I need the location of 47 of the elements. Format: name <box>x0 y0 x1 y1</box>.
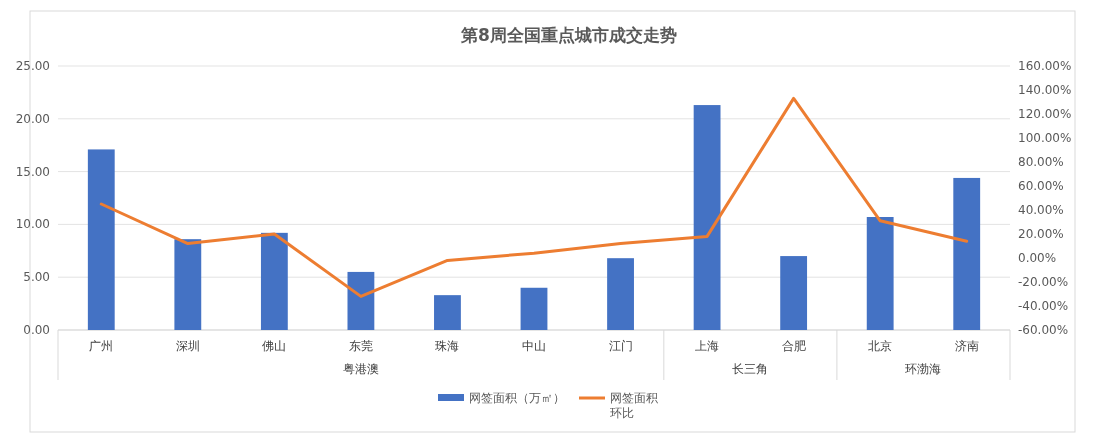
y2-tick-label: 60.00% <box>1018 179 1064 193</box>
y-tick-label: 25.00 <box>15 59 50 73</box>
text: 粤港澳 <box>342 362 379 376</box>
x-tick-label: 合肥 <box>781 339 806 353</box>
bar <box>693 105 721 330</box>
x-tick-label: 佛山 <box>262 339 287 353</box>
bar <box>260 232 288 330</box>
bar <box>87 149 115 330</box>
x-tick-label: 济南 <box>954 339 979 353</box>
x-tick-label: 珠海 <box>435 339 460 353</box>
x-tick-label: 广州 <box>89 339 114 353</box>
x-tick-label: 北京 <box>868 339 893 353</box>
bar <box>347 271 375 330</box>
x-tick-label: 东莞 <box>348 339 373 353</box>
y-tick-label: 0.00 <box>23 323 50 337</box>
text: 长三角 <box>732 362 769 376</box>
legend-label: 网签面积（万㎡） <box>469 391 565 405</box>
y-tick-label: 20.00 <box>15 111 50 126</box>
text: 环渤海 <box>905 362 942 376</box>
bar <box>174 239 202 330</box>
y2-tick-label: -20.00% <box>1018 275 1069 289</box>
x-tick-label: 深圳 <box>175 339 200 353</box>
x-tick-label: 上海 <box>695 339 720 353</box>
y-tick-label: 15.00 <box>15 164 50 179</box>
y2-tick-label: 0.00% <box>1018 251 1057 265</box>
x-tick-label: 江门 <box>608 339 633 353</box>
x-tick-label: 中山 <box>522 339 546 353</box>
y2-tick-label: 20.00% <box>1018 227 1064 241</box>
y-tick-label: 5.00 <box>23 270 50 285</box>
bar <box>607 258 634 330</box>
legend-label: 网签面积环比 <box>610 391 658 420</box>
y2-tick-label: -60.00% <box>1018 323 1069 337</box>
bar <box>866 217 894 330</box>
y2-tick-label: 80.00% <box>1018 155 1064 169</box>
y-tick-label: 10.00 <box>15 217 50 232</box>
y2-tick-label: 100.00% <box>1018 131 1072 145</box>
y2-tick-label: 40.00% <box>1018 203 1064 217</box>
bar <box>953 177 981 330</box>
bar <box>520 287 548 330</box>
line-series <box>99 96 969 298</box>
y2-tick-label: 140.00% <box>1018 83 1072 97</box>
bar <box>434 295 461 330</box>
y2-tick-label: -40.00% <box>1018 299 1069 313</box>
y2-tick-label: 120.00% <box>1018 107 1072 121</box>
y2-tick-label: 160.00% <box>1018 59 1072 73</box>
chart-title: 第8周全国重点城市成交走势 <box>460 25 677 45</box>
bar <box>780 256 808 330</box>
